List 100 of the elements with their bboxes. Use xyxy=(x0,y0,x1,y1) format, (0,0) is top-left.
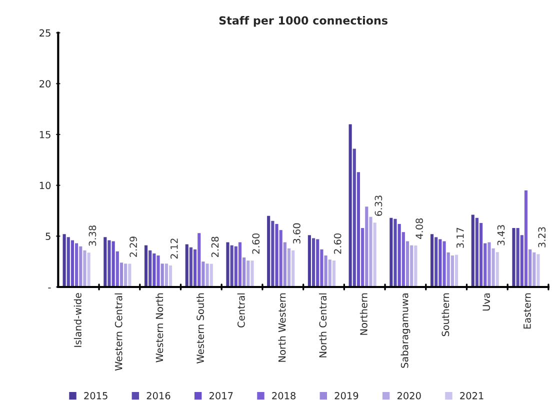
bar xyxy=(480,222,483,287)
bar xyxy=(189,247,192,287)
data-label: 2.12 xyxy=(170,238,178,259)
data-label: 3.17 xyxy=(456,228,464,248)
bar xyxy=(108,240,111,287)
bar xyxy=(292,250,295,287)
bar xyxy=(520,235,524,287)
bar xyxy=(116,251,119,287)
bar xyxy=(75,243,78,287)
bar xyxy=(312,238,316,287)
x-tick-label: Eastern xyxy=(524,293,531,329)
x-tick-label: Sabaragamuwa xyxy=(400,293,410,368)
bar xyxy=(308,235,311,287)
bar xyxy=(104,237,107,287)
y-tick-label: 20 xyxy=(40,80,51,88)
bar xyxy=(230,245,234,287)
bar xyxy=(234,246,238,287)
bar xyxy=(70,240,74,287)
x-tick-label: Island-wide xyxy=(74,293,82,347)
bar xyxy=(430,234,434,287)
bar xyxy=(250,260,254,287)
bar xyxy=(524,190,528,287)
bar xyxy=(87,252,90,287)
bar xyxy=(484,243,487,287)
bar xyxy=(271,220,274,287)
data-label: 2.60 xyxy=(252,233,260,254)
bar xyxy=(492,248,495,287)
bar xyxy=(410,245,414,287)
bar xyxy=(406,241,410,287)
bar xyxy=(283,242,286,287)
legend-label: 2020 xyxy=(397,392,421,400)
legend-label: 2016 xyxy=(146,392,170,400)
bar xyxy=(120,262,124,287)
bar xyxy=(390,218,393,287)
bar xyxy=(148,250,152,287)
data-label: 3.38 xyxy=(88,226,96,246)
bar xyxy=(275,224,278,287)
data-label: 6.33 xyxy=(374,196,382,216)
bar xyxy=(455,254,458,287)
chart-title: Staff per 1000 connections xyxy=(219,16,388,27)
data-label: 2.28 xyxy=(211,236,219,258)
bar xyxy=(324,255,328,287)
bar xyxy=(365,206,368,287)
bar xyxy=(316,239,320,287)
bar xyxy=(402,232,405,287)
x-tick-label: Southern xyxy=(442,293,450,336)
bar xyxy=(279,230,282,287)
y-tick-label: 25 xyxy=(40,29,50,37)
bar xyxy=(446,252,450,287)
bar xyxy=(328,260,332,287)
legend-label: 2017 xyxy=(209,392,233,400)
bar xyxy=(112,241,115,287)
bar xyxy=(210,264,213,287)
bar xyxy=(62,234,66,287)
x-tick-label: Western Central xyxy=(114,293,122,371)
x-tick-label: Western South xyxy=(196,293,204,364)
bar xyxy=(516,228,520,287)
bar xyxy=(226,242,230,287)
bar xyxy=(287,248,291,287)
bar xyxy=(532,252,536,287)
bar xyxy=(128,264,132,287)
y-tick-label: 5 xyxy=(46,232,50,240)
bar xyxy=(83,250,86,287)
bar xyxy=(320,249,324,287)
data-label: 2.60 xyxy=(334,233,342,254)
bar xyxy=(348,124,352,287)
bar xyxy=(442,241,446,287)
y-tick-label: 10 xyxy=(40,182,51,190)
bar xyxy=(414,246,418,287)
bar xyxy=(79,246,82,287)
bar xyxy=(475,218,478,287)
x-tick-label: Uva xyxy=(482,293,490,311)
bar xyxy=(206,264,209,287)
data-label: 3.43 xyxy=(497,225,505,246)
bar xyxy=(194,249,197,287)
bar xyxy=(496,252,499,287)
data-label: 2.29 xyxy=(130,236,137,257)
x-tick-label: North Western xyxy=(278,293,286,362)
legend-label: 2018 xyxy=(272,392,296,400)
bar xyxy=(488,242,491,287)
x-tick-label: Central xyxy=(237,293,245,328)
data-label: 3.60 xyxy=(293,223,300,244)
bar xyxy=(471,214,474,287)
bar xyxy=(352,148,356,287)
bar xyxy=(198,233,201,287)
bar xyxy=(160,264,164,287)
bar xyxy=(168,265,172,287)
bar xyxy=(202,262,205,287)
bar xyxy=(152,253,156,287)
bar xyxy=(394,218,397,287)
legend-label: 2015 xyxy=(84,392,108,400)
bar xyxy=(238,242,242,287)
bar xyxy=(361,228,364,287)
bar xyxy=(438,239,442,287)
x-tick-label: Northern xyxy=(360,293,368,335)
bar xyxy=(356,172,360,287)
bar xyxy=(242,258,246,287)
bar xyxy=(450,255,454,287)
bar xyxy=(369,216,372,287)
legend-label: 2021 xyxy=(460,392,484,400)
